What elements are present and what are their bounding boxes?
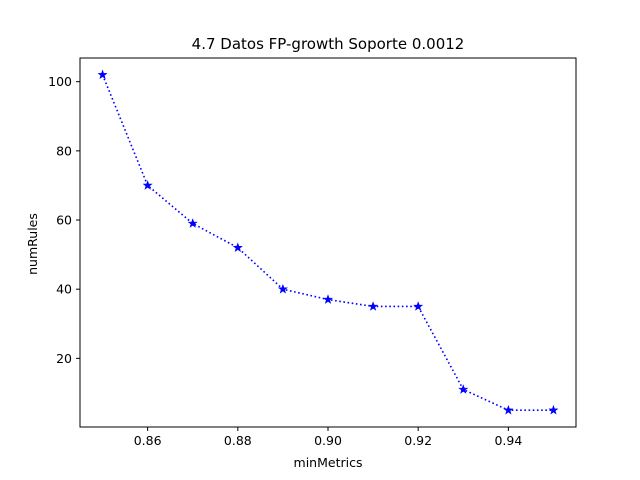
x-tick-label: 0.86: [134, 433, 162, 448]
plot-frame: [79, 57, 577, 428]
plot-area: [80, 58, 576, 427]
data-point-star: [368, 301, 379, 311]
data-point-star: [548, 404, 559, 415]
data-point-star: [97, 69, 108, 80]
y-axis-label: numRules: [25, 213, 40, 275]
x-tick-label: 0.90: [314, 433, 342, 448]
data-point-star: [277, 283, 288, 294]
x-tick-label: 0.92: [404, 433, 432, 448]
data-point-star: [232, 242, 243, 252]
series-layer: [97, 69, 559, 415]
y-tick-label: 60: [56, 213, 72, 228]
x-tick-label: 0.88: [224, 433, 252, 448]
axis-ticks: 0.86 0.88 0.90 0.92 0.94 20 40 60 80 100: [48, 74, 522, 448]
x-tick-label: 0.94: [494, 433, 522, 448]
y-tick-label: 100: [48, 74, 72, 89]
chart-title: 4.7 Datos FP-growth Soporte 0.0012: [192, 35, 465, 53]
data-point-star: [458, 384, 469, 394]
data-point-star: [322, 294, 334, 304]
data-point-star: [142, 180, 153, 190]
y-tick-label: 80: [56, 143, 72, 158]
y-tick-label: 40: [56, 282, 72, 297]
data-point-star: [187, 218, 198, 228]
y-tick-label: 20: [56, 351, 72, 366]
x-axis-label: minMetrics: [294, 455, 363, 470]
data-point-star: [503, 404, 514, 415]
data-point-star: [413, 301, 424, 311]
